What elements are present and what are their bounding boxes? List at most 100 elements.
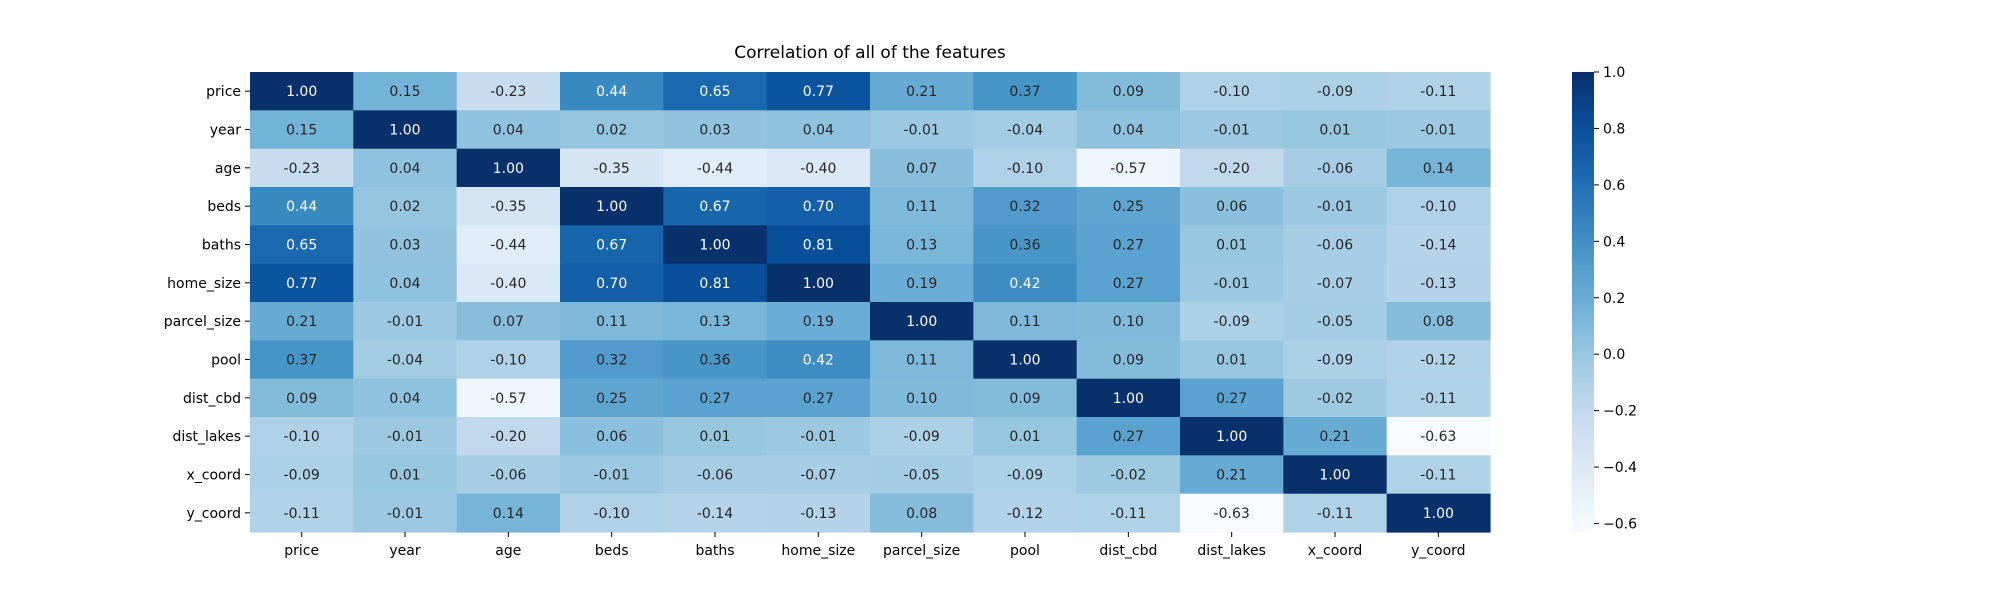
cell-value-label: 0.07 [493, 314, 524, 330]
heatmap-cell [1386, 417, 1491, 456]
row-tick-label: beds [207, 199, 241, 215]
cell-value-label: 0.04 [389, 391, 420, 407]
heatmap-cell [1386, 455, 1491, 495]
column-tick-label: home_size [781, 543, 855, 559]
heatmap-cell [353, 72, 458, 111]
heatmap-cell [1076, 263, 1181, 303]
cell-value-label: 0.21 [1319, 429, 1350, 445]
column-tick-label: beds [595, 543, 629, 559]
cell-value-label: -0.57 [490, 391, 526, 407]
cell-value-label: 0.13 [906, 238, 937, 254]
heatmap-cell [870, 263, 974, 303]
cell-value-label: 0.01 [1216, 238, 1247, 254]
heatmap-cell [560, 378, 664, 418]
cell-value-label: 0.11 [596, 314, 627, 330]
cell-value-label: -0.01 [1420, 123, 1456, 139]
cell-value-label: 0.09 [286, 391, 317, 407]
cell-value-label: 1.00 [493, 161, 524, 177]
heatmap-cell [1180, 110, 1284, 150]
cell-value-label: 1.00 [286, 84, 317, 100]
heatmap-cell [973, 72, 1078, 111]
cell-value-label: 1.00 [1319, 468, 1350, 484]
heatmap-cells [250, 72, 1491, 533]
heatmap-cell [1076, 417, 1181, 456]
heatmap-cell [663, 455, 768, 495]
heatmap-cell [973, 225, 1078, 265]
cell-value-label: -0.02 [1110, 468, 1146, 484]
cell-value-label: 0.14 [1423, 161, 1454, 177]
cell-value-label: -0.09 [1317, 84, 1353, 100]
heatmap-cell [456, 263, 561, 303]
cell-value-label: 1.00 [906, 314, 937, 330]
colorbar-tick-label: 0.4 [1603, 234, 1625, 250]
heatmap-cell [1283, 72, 1388, 111]
cell-value-label: -0.04 [1007, 123, 1043, 139]
cell-value-label: 0.01 [1009, 429, 1040, 445]
cell-value-label: -0.20 [1214, 161, 1250, 177]
cell-value-label: 0.01 [389, 468, 420, 484]
heatmap-cell [456, 148, 561, 188]
cell-value-label: 0.81 [803, 238, 834, 254]
heatmap-cell [353, 225, 458, 265]
cell-value-label: 0.14 [493, 506, 524, 522]
column-tick-label: parcel_size [883, 543, 960, 559]
heatmap-cell [353, 263, 458, 303]
heatmap-cell [250, 378, 354, 418]
cell-value-label: -0.07 [800, 468, 836, 484]
cell-value-label: 0.70 [596, 276, 627, 292]
cell-value-label: -0.09 [1214, 314, 1250, 330]
cell-value-label: -0.01 [904, 123, 940, 139]
heatmap-cell [1180, 263, 1284, 303]
heatmap-cell [250, 72, 354, 111]
row-tick-label: year [210, 123, 241, 139]
heatmap-cell [353, 378, 458, 418]
heatmap-cell [353, 110, 458, 150]
cell-value-label: 0.11 [906, 353, 937, 369]
cell-value-label: -0.23 [284, 161, 320, 177]
cell-value-label: -0.14 [1420, 238, 1456, 254]
cell-value-label: -0.23 [490, 84, 526, 100]
cell-value-label: -0.06 [1317, 161, 1353, 177]
heatmap-cell [1386, 493, 1491, 533]
cell-value-label: -0.35 [490, 199, 526, 215]
heatmap-cell [1180, 493, 1284, 533]
heatmap-cell [766, 225, 871, 265]
heatmap-cell [1076, 72, 1181, 111]
cell-value-label: -0.14 [697, 506, 733, 522]
row-tick-label: dist_cbd [183, 391, 241, 407]
heatmap-cell [973, 417, 1078, 456]
heatmap-cell [1076, 302, 1181, 341]
heatmap-cell [1076, 225, 1181, 265]
heatmap-cell [663, 417, 768, 456]
heatmap-cell [250, 417, 354, 456]
cell-value-label: -0.12 [1420, 353, 1456, 369]
heatmap-cell [870, 455, 974, 495]
cell-value-label: 0.25 [1113, 199, 1144, 215]
cell-value-label: 0.21 [286, 314, 317, 330]
heatmap-cell [1283, 417, 1388, 456]
heatmap-cell [870, 302, 974, 341]
row-tick-label: x_coord [186, 468, 241, 484]
heatmap-cell [973, 493, 1078, 533]
heatmap-cell [456, 378, 561, 418]
cell-value-label: 0.04 [389, 276, 420, 292]
heatmap-cell [766, 148, 871, 188]
cell-value-label: -0.13 [1420, 276, 1456, 292]
heatmap-cell [1076, 455, 1181, 495]
cell-value-label: -0.06 [1317, 238, 1353, 254]
heatmap-cell [560, 263, 664, 303]
cell-value-label: 0.15 [389, 84, 420, 100]
cell-value-label: -0.11 [1317, 506, 1353, 522]
heatmap-cell [560, 455, 664, 495]
heatmap-cell [766, 110, 871, 150]
heatmap-cell [456, 417, 561, 456]
heatmap-cell [560, 110, 664, 150]
cell-value-label: -0.01 [800, 429, 836, 445]
cell-value-label: -0.63 [1214, 506, 1250, 522]
cell-value-label: 0.32 [1009, 199, 1040, 215]
cell-value-label: 0.02 [596, 123, 627, 139]
cell-value-label: 0.42 [803, 353, 834, 369]
heatmap-cell [663, 340, 768, 380]
column-tick-label: pool [1010, 543, 1040, 559]
cell-value-label: 1.00 [803, 276, 834, 292]
